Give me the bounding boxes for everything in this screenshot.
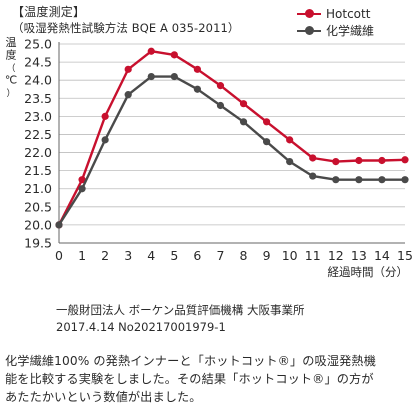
description-line-3: あたたかいという数値が出ました。 (5, 390, 202, 404)
series-0-point (378, 156, 386, 165)
y-tick-label: 24.5 (24, 55, 52, 70)
series-0-point (263, 118, 271, 126)
x-tick-label: 10 (282, 248, 298, 263)
x-tick-label: 1 (78, 248, 86, 263)
x-tick-label: 14 (374, 248, 390, 263)
chart-legend: Hotcott 化学繊維 (297, 5, 407, 39)
x-tick-label: 4 (147, 248, 155, 263)
legend-swatch-hotcott (297, 8, 321, 19)
x-tick-label: 15 (397, 248, 413, 263)
y-tick-label: 19.5 (24, 236, 52, 251)
chart-series (55, 47, 409, 229)
y-tick-label: 20.5 (24, 199, 52, 214)
y-tick-label: 24.0 (24, 73, 52, 88)
series-1-point (332, 176, 340, 184)
series-0-point (193, 65, 201, 73)
series-0-point (170, 51, 178, 59)
source-organization: 一般財団法人 ボーケン品質評価機構 大阪事業所 (56, 303, 305, 317)
legend-item-chemical: 化学繊維 (297, 22, 407, 39)
legend-label-chemical: 化学繊維 (326, 24, 375, 38)
y-tick-label: 22.5 (24, 127, 52, 142)
series-1-point (263, 138, 271, 146)
series-1-point (101, 136, 109, 144)
x-tick-label: 9 (263, 248, 271, 263)
series-1-point (124, 91, 132, 99)
series-0-point (101, 112, 109, 120)
legend-item-hotcott: Hotcott (297, 5, 407, 22)
series-1-point (193, 85, 201, 93)
series-0-point (355, 156, 363, 165)
y-tick-label: 21.0 (24, 181, 52, 196)
temperature-line-chart: 19.5 20.0 20.5 21.0 21.5 22.0 22.5 23.0 23.5 24.0… (5, 36, 413, 279)
y-axis-title: 温度（℃） (5, 36, 17, 99)
description-text: 化学繊維100% の発熱インナーと「ホットコット®」の吸湿発熱機 能を比較する実… (5, 352, 410, 406)
series-0-point (78, 176, 86, 184)
chart-grid (59, 43, 405, 244)
series-0-point (216, 82, 225, 90)
y-tick-label: 22.0 (24, 145, 52, 160)
series-0-point (286, 136, 294, 144)
series-1-point (355, 176, 363, 184)
series-0-point (124, 65, 132, 73)
y-tick-label: 25.0 (24, 37, 52, 52)
legend-label-hotcott: Hotcott (326, 6, 371, 21)
series-1-point (78, 185, 86, 193)
chart-header-title: 【温度測定】 (12, 5, 86, 19)
x-tick-label: 7 (216, 248, 224, 263)
x-tick-label: 8 (240, 248, 248, 263)
source-date-number: 2017.4.14 No20217001979-1 (56, 320, 226, 334)
series-1-point (170, 72, 178, 81)
series-1-point (55, 221, 63, 229)
series-1-point (147, 72, 155, 81)
series-1-point (286, 157, 294, 166)
x-tick-label: 6 (193, 248, 201, 263)
series-1-point (216, 101, 225, 110)
chart-axis-labels: 19.5 20.0 20.5 21.0 21.5 22.0 22.5 23.0 23.5 24.0… (5, 36, 413, 279)
legend-swatch-chemical (297, 25, 321, 36)
y-tick-label: 23.5 (24, 91, 52, 106)
x-axis-title: 経過時間（分） (328, 265, 409, 279)
description-line-2: 能を比較する実験をしました。その結果「ホットコット®」の方が (5, 372, 374, 386)
series-0-point (332, 157, 340, 166)
series-1-point (309, 172, 317, 180)
x-tick-label: 3 (124, 248, 132, 263)
series-1-point (239, 118, 248, 126)
series-0-point (309, 154, 317, 162)
x-tick-label: 0 (55, 248, 63, 263)
series-line-0 (57, 50, 406, 226)
description-line-1: 化学繊維100% の発熱インナーと「ホットコット®」の吸湿発熱機 (5, 354, 376, 368)
series-1-point (401, 176, 409, 184)
x-tick-label: 5 (170, 248, 178, 263)
x-tick-label: 12 (328, 248, 344, 263)
x-tick-label: 2 (101, 248, 109, 263)
series-1-point (378, 176, 386, 184)
y-tick-label: 23.0 (24, 109, 52, 124)
series-0-point (239, 100, 248, 108)
x-tick-label: 13 (351, 248, 367, 263)
series-0-point (401, 156, 409, 164)
chart-header-subtitle: （吸湿発熱性試験方法 BQE A 035-2011） (12, 21, 240, 35)
x-tick-label: 11 (305, 248, 321, 263)
series-line-1 (57, 75, 405, 226)
y-tick-label: 21.5 (24, 163, 52, 178)
series-0-point (147, 47, 155, 55)
chart-axes (58, 42, 405, 244)
y-tick-label: 20.0 (24, 217, 52, 232)
